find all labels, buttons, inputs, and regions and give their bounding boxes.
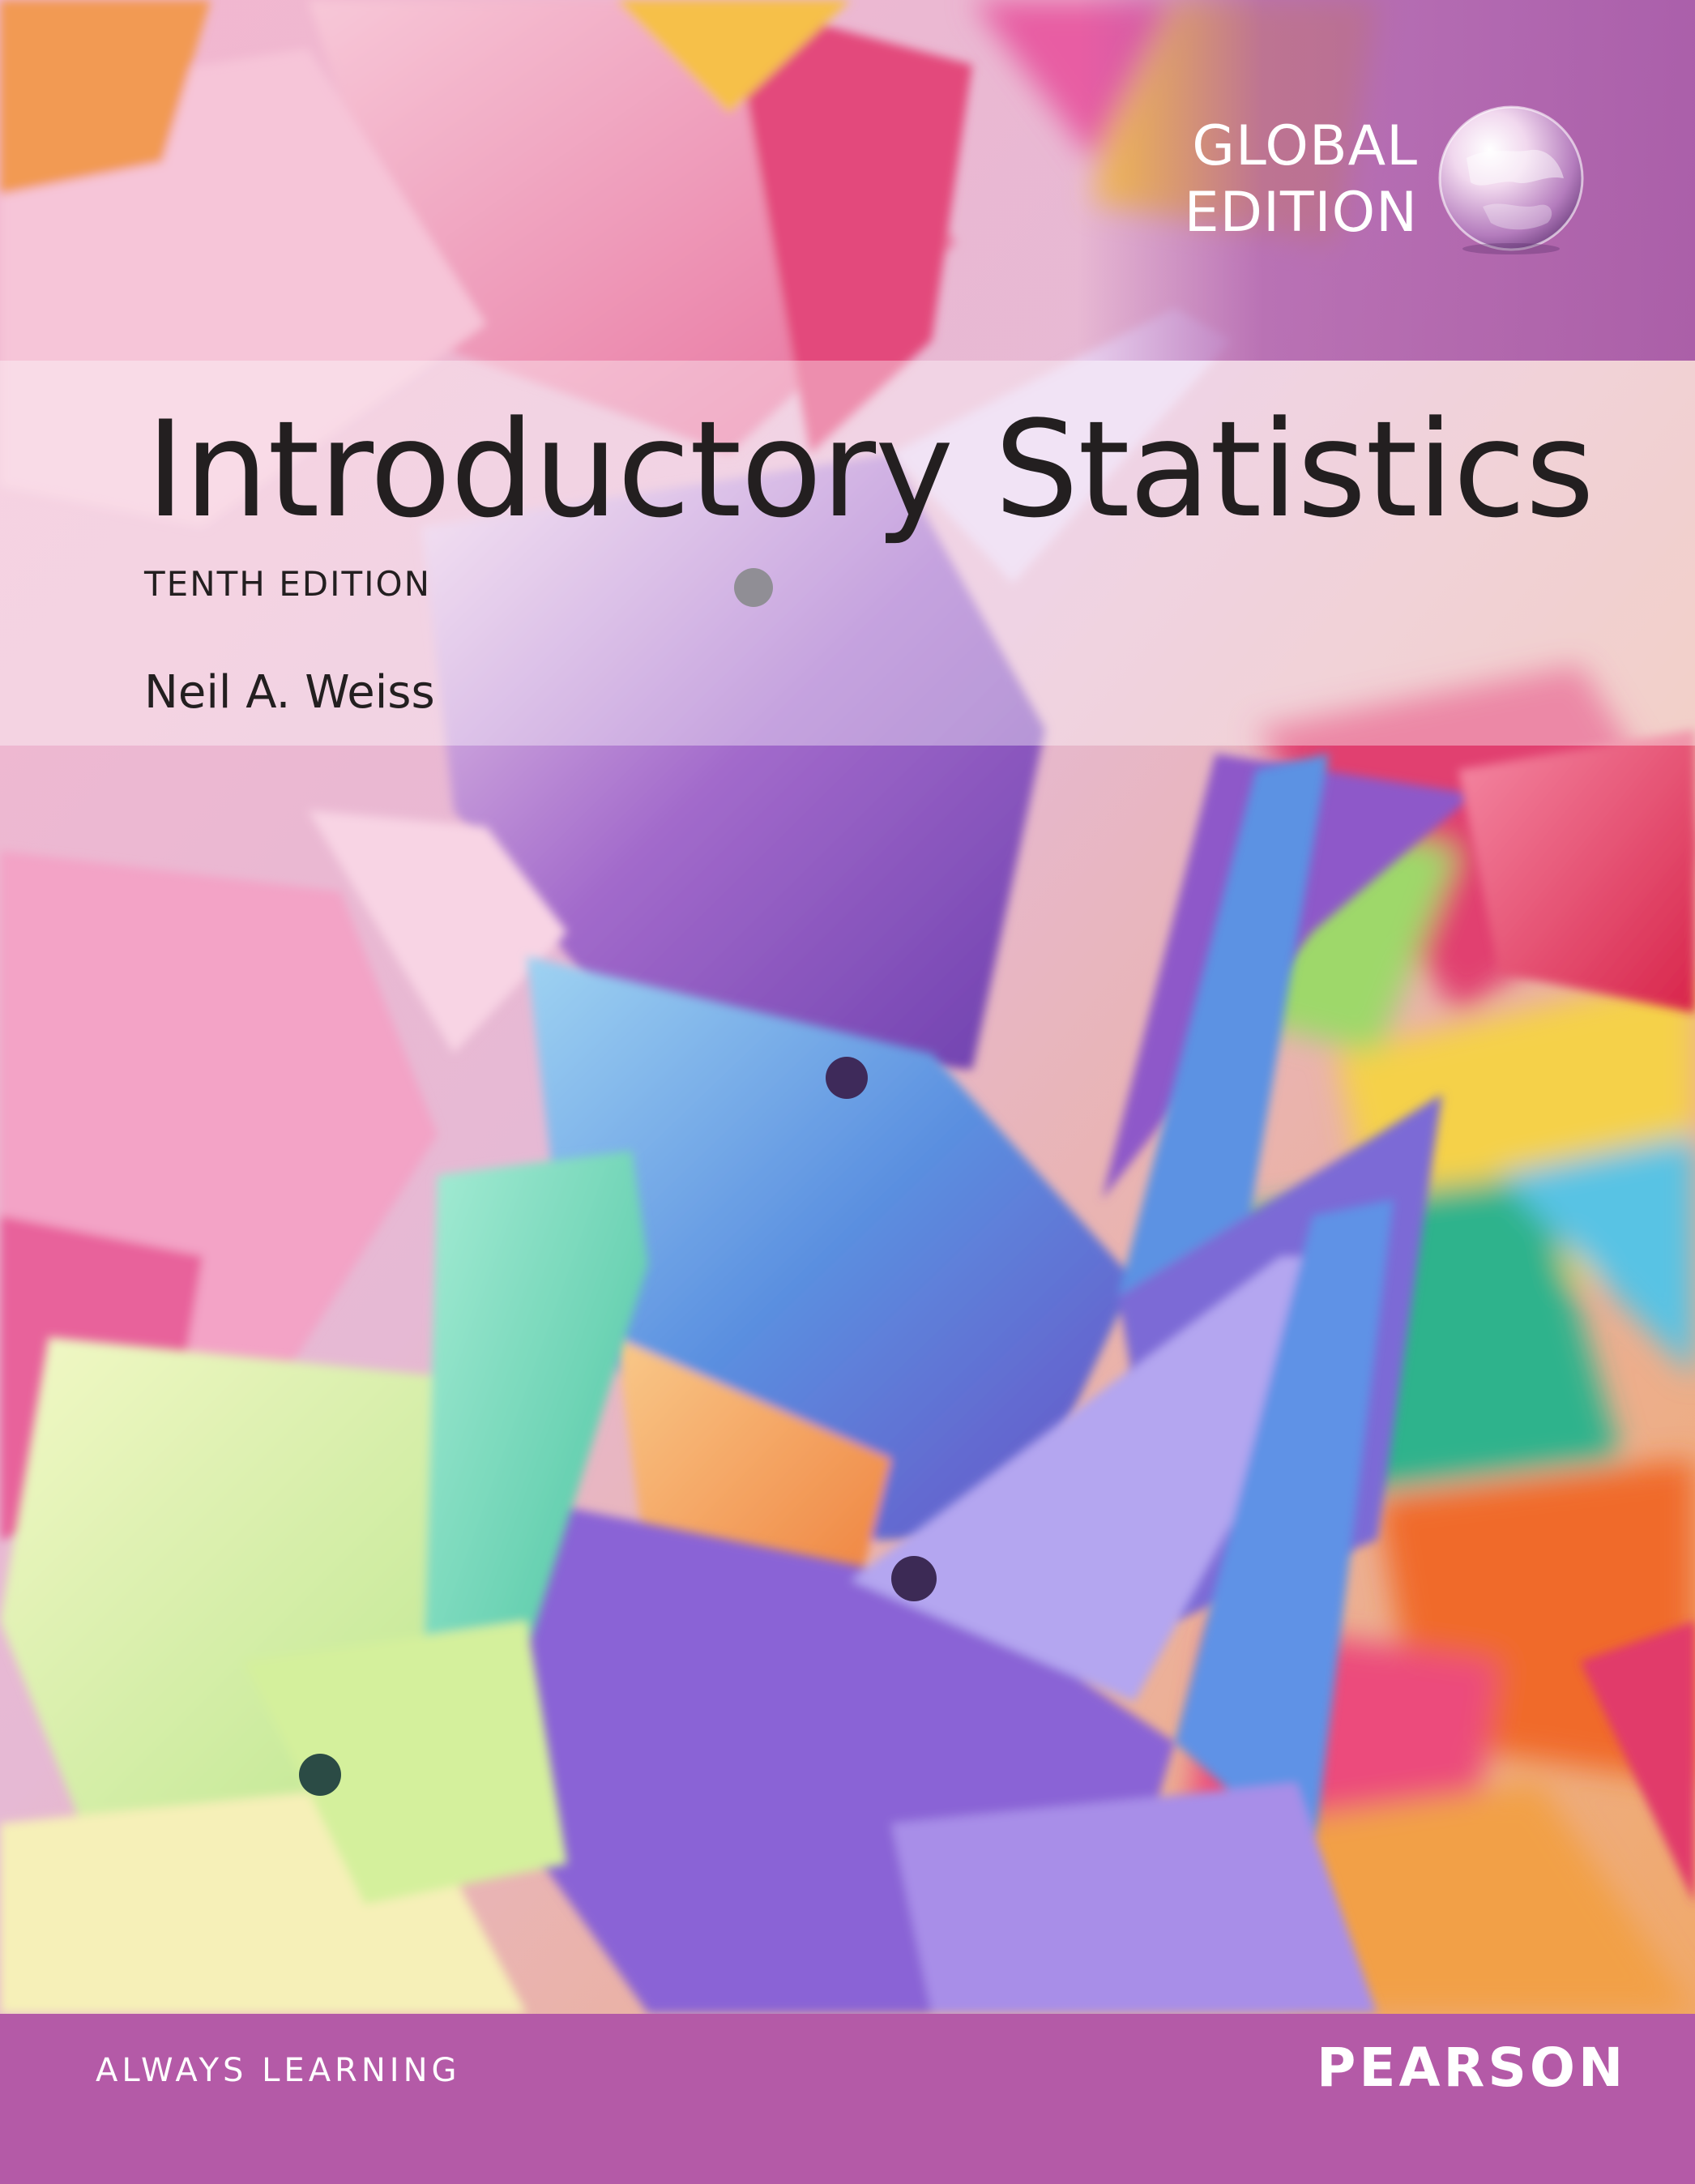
title-band [0, 361, 1695, 746]
footer-band [0, 2014, 1695, 2184]
global-edition-badge: GLOBAL EDITION [1126, 113, 1418, 246]
book-title: Introductory Statistics [146, 392, 1595, 547]
edition-label: TENTH EDITION [144, 564, 431, 604]
author-name: Neil A. Weiss [144, 666, 435, 719]
badge-line-2: EDITION [1184, 181, 1418, 245]
publisher-logo: PEARSON [1317, 2037, 1627, 2099]
globe-icon [1438, 105, 1584, 254]
badge-line-1: GLOBAL [1192, 114, 1418, 178]
global-edition-band [1078, 0, 1695, 361]
footer-slogan: ALWAYS LEARNING [96, 2052, 461, 2089]
